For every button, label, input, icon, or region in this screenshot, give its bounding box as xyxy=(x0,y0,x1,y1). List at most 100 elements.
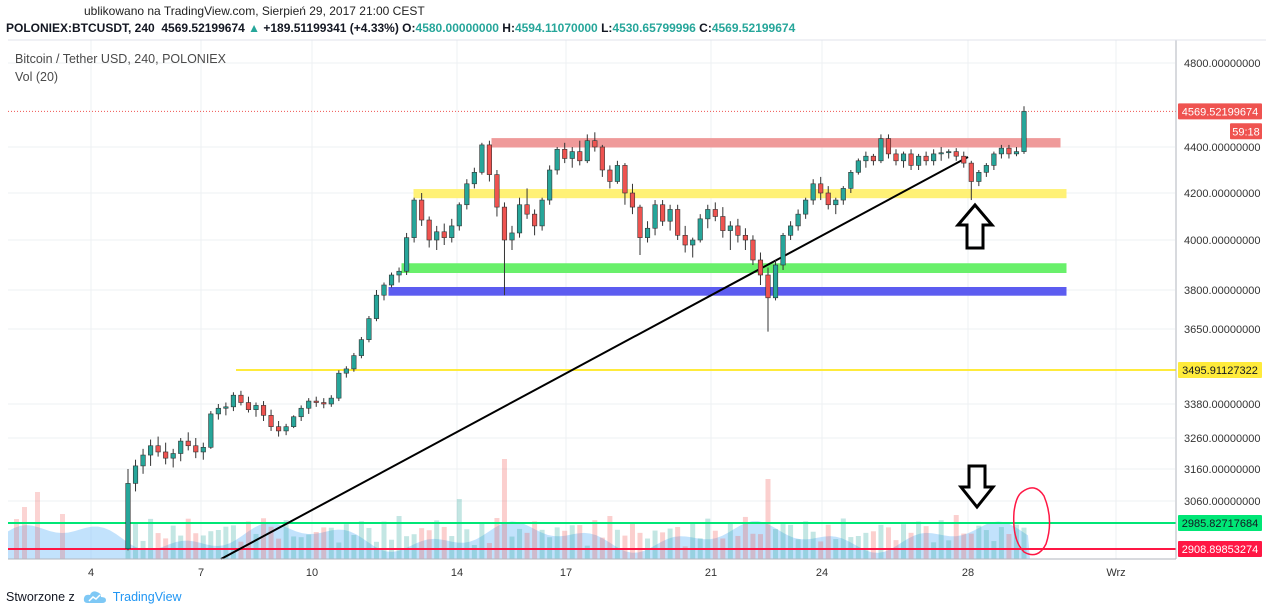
y-tick-label: 4800.00000000 xyxy=(1184,58,1260,70)
candle-body xyxy=(584,140,590,162)
volume-bar xyxy=(223,526,229,559)
volume-bar xyxy=(148,518,154,559)
volume-bar xyxy=(366,527,372,559)
y-tick-label: 3800.00000000 xyxy=(1184,285,1260,297)
volume-bar xyxy=(328,527,334,559)
annotations xyxy=(954,202,1051,556)
volume-bar xyxy=(923,526,929,559)
candle-body xyxy=(720,216,726,231)
price-tag-label: 2908.89853274 xyxy=(1182,544,1258,556)
candle-body xyxy=(923,155,929,162)
close-label: C: xyxy=(699,21,712,35)
symbol-legend[interactable]: Bitcoin / Tether USD, 240, POLONIEX xyxy=(15,52,226,66)
tradingview-link[interactable]: TradingView xyxy=(112,590,182,604)
candle-body xyxy=(1021,111,1027,152)
candle-body xyxy=(953,151,959,157)
candle-body xyxy=(569,151,575,159)
candle-body xyxy=(976,172,982,182)
candle-body xyxy=(306,400,312,409)
zone-support-green xyxy=(401,263,1067,273)
x-tick-label: 14 xyxy=(451,567,463,579)
x-tick-label: 21 xyxy=(705,567,717,579)
open-label: O: xyxy=(402,21,416,35)
candle-body xyxy=(449,225,455,238)
volume-bar xyxy=(486,543,492,559)
candle-body xyxy=(697,218,703,241)
candle-body xyxy=(712,209,718,217)
close-value: 4569.52199674 xyxy=(711,21,796,35)
volume-bar xyxy=(780,524,786,559)
y-tick-label: 3060.00000000 xyxy=(1184,496,1260,508)
candle-body xyxy=(803,199,809,215)
candle-body xyxy=(629,192,636,208)
volume-bar xyxy=(373,541,379,559)
volume-bar xyxy=(494,518,500,559)
volume-bar xyxy=(863,532,869,559)
volume-bar xyxy=(976,525,982,559)
volume-bar xyxy=(449,536,455,559)
candle-body xyxy=(343,368,349,374)
candle-body xyxy=(592,140,598,148)
volume-bar xyxy=(773,529,779,559)
candle-body xyxy=(810,183,816,201)
volume-bar xyxy=(810,531,816,559)
candle-body xyxy=(245,402,252,410)
volume-bar xyxy=(479,523,485,559)
volume-bar xyxy=(742,516,748,559)
candle-body xyxy=(366,318,372,340)
volume-bar xyxy=(501,459,507,559)
candle-body xyxy=(554,149,560,171)
candle-body xyxy=(1013,151,1020,155)
candle-body xyxy=(419,199,425,221)
volume-bar xyxy=(253,533,259,559)
candle-body xyxy=(961,155,967,164)
candle-body xyxy=(313,400,319,403)
volume-bar xyxy=(193,533,199,559)
volume-bar xyxy=(840,518,846,559)
volume-bar xyxy=(381,521,387,559)
volume-bar xyxy=(562,530,568,559)
candle-body xyxy=(291,416,297,427)
candle-body xyxy=(742,235,748,241)
volume-bar xyxy=(825,524,831,559)
volume-bar xyxy=(539,529,545,559)
volume-bar xyxy=(60,514,65,559)
candle-body xyxy=(253,405,259,410)
volume-bar xyxy=(652,530,658,559)
candle-body xyxy=(396,270,402,276)
candle-body xyxy=(185,440,191,447)
volume-bar xyxy=(614,529,620,559)
volume-bar xyxy=(931,542,937,559)
y-tick-label: 4200.00000000 xyxy=(1184,188,1260,200)
volume-bar xyxy=(313,532,319,559)
volume-legend[interactable]: Vol (20) xyxy=(15,70,59,84)
volume-bar xyxy=(208,531,214,559)
candle-body xyxy=(660,204,666,222)
price-change: +189.51199341 (+4.33%) xyxy=(263,21,399,35)
volume-bar xyxy=(230,525,236,559)
candle-body xyxy=(155,445,161,453)
volume-bar xyxy=(434,520,440,559)
volume-bar xyxy=(419,528,425,559)
candle-body xyxy=(750,239,756,261)
volume-bar xyxy=(675,527,681,559)
symbol-label: POLONIEX:BTCUSDT, 240 xyxy=(6,21,155,35)
volume-bar xyxy=(855,536,861,559)
candle-body xyxy=(404,237,410,272)
volume-bar xyxy=(765,479,771,559)
candle-body xyxy=(132,465,139,484)
candle-body xyxy=(916,155,922,166)
candle-body xyxy=(426,219,432,241)
volume-bar xyxy=(577,525,583,559)
candle-body xyxy=(705,209,711,220)
volume-bar xyxy=(22,507,27,559)
price-tag: 2908.89853274 xyxy=(1178,541,1262,558)
chart-grid xyxy=(8,40,1175,559)
candle-body xyxy=(735,225,741,236)
y-tick-label: 3260.00000000 xyxy=(1184,433,1260,445)
volume-bar xyxy=(35,492,40,559)
candle-body xyxy=(690,239,696,246)
candle-body xyxy=(200,446,206,453)
volume-bar xyxy=(660,532,666,559)
